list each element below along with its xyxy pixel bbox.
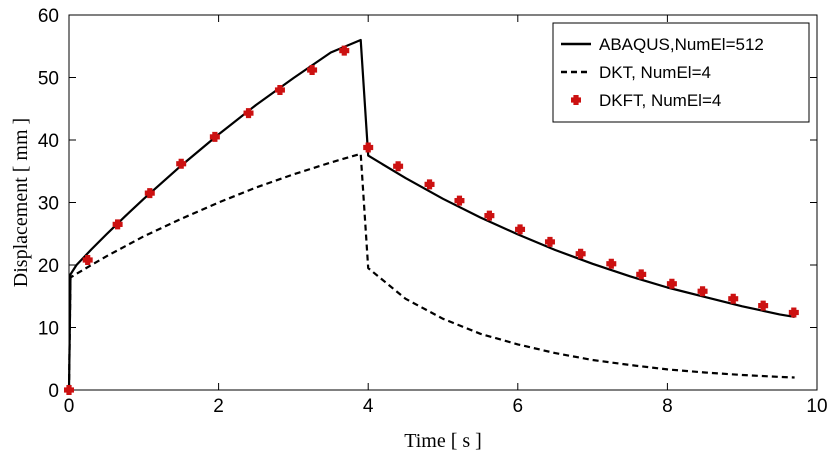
data-point-dkft <box>788 307 799 318</box>
data-point-dkft <box>307 65 318 75</box>
legend-marker-dkft <box>571 95 581 105</box>
y-tick-label: 20 <box>38 256 59 277</box>
data-point-dkft <box>274 85 285 95</box>
data-point-dkft <box>728 293 739 304</box>
data-point-dkft <box>636 269 647 280</box>
legend-label-abaqus: ABAQUS,NumEl=512 <box>599 35 764 54</box>
y-tick-label: 0 <box>48 381 59 402</box>
data-point-dkft <box>575 248 586 259</box>
data-point-dkft <box>393 161 404 172</box>
y-tick-label: 30 <box>38 194 59 215</box>
data-point-dkft <box>606 258 617 269</box>
data-point-dkft <box>758 300 769 311</box>
data-point-dkft <box>209 131 220 142</box>
data-point-dkft <box>112 219 123 230</box>
data-point-dkft <box>82 255 93 265</box>
y-tick-label: 10 <box>38 319 59 340</box>
x-axis-label: Time [ s ] <box>404 430 482 452</box>
series-dkft-markers <box>64 45 799 395</box>
x-tick-label: 10 <box>806 396 827 417</box>
y-axis-label: Displacement [ mm ] <box>10 118 32 287</box>
series-layer <box>64 38 799 395</box>
data-point-dkft <box>243 108 254 119</box>
data-point-dkft <box>515 224 526 235</box>
legend-box <box>552 22 810 123</box>
legend-label-dkt: DKT, NumEl=4 <box>599 63 711 82</box>
x-tick-label: 8 <box>662 396 673 417</box>
y-tick-label: 50 <box>38 69 59 90</box>
data-point-dkft <box>64 385 74 395</box>
data-point-dkft <box>697 286 708 297</box>
x-tick-label: 0 <box>64 396 75 417</box>
data-point-dkft <box>484 210 495 221</box>
legend: ABAQUS,NumEl=512 DKT, NumEl=4 DKFT, NumE… <box>552 22 810 123</box>
data-point-dkft <box>424 179 435 190</box>
y-tick-label: 60 <box>38 6 59 27</box>
x-tick-label: 4 <box>363 396 374 417</box>
data-point-dkft <box>544 236 555 247</box>
y-tick-label: 40 <box>38 131 59 152</box>
x-tick-label: 2 <box>213 396 224 417</box>
legend-label-dkft: DKFT, NumEl=4 <box>599 91 721 110</box>
legend-swatch-dkft <box>571 95 581 105</box>
data-point-dkft <box>454 195 465 206</box>
data-point-dkft <box>144 188 155 199</box>
data-point-dkft <box>666 278 677 289</box>
data-point-dkft <box>363 142 374 153</box>
x-tick-label: 6 <box>513 396 524 417</box>
y-axis-ticks: 0 10 20 30 40 50 60 <box>38 6 817 402</box>
data-point-dkft <box>176 158 187 169</box>
series-abaqus-line <box>67 38 795 391</box>
data-point-dkft <box>339 45 350 56</box>
